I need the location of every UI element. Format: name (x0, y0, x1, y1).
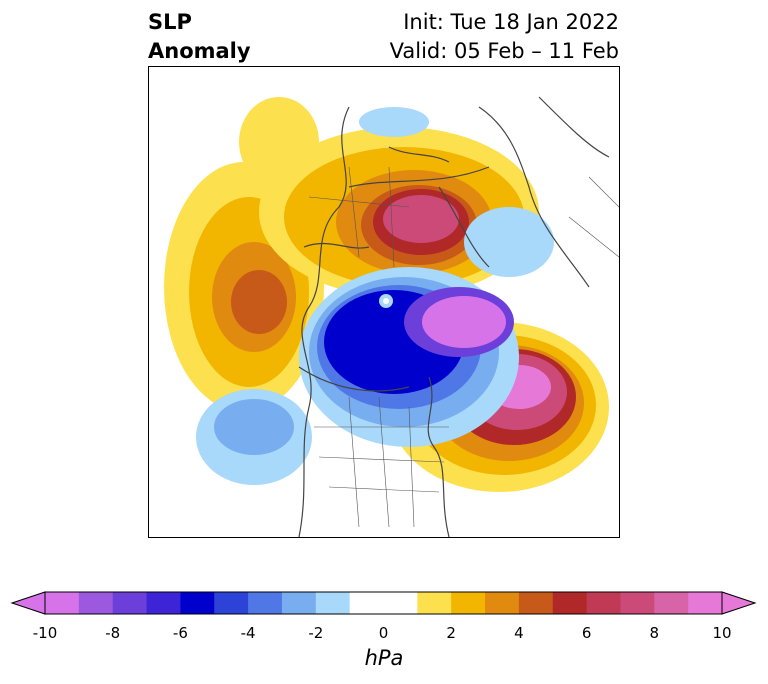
colorbar-cell (214, 592, 249, 614)
colorbar-cell (112, 592, 148, 614)
negative-anomaly-arctic (299, 207, 554, 447)
colorbar-tick-label: 4 (514, 624, 524, 642)
colorbar-cell (315, 592, 351, 614)
colorbar-tick-label: -2 (308, 624, 324, 642)
borders (308, 166, 619, 528)
colorbar-cell (586, 592, 621, 614)
valid-dates: Valid: 05 Feb – 11 Feb (389, 39, 619, 63)
colorbar-tick-label: -10 (32, 624, 58, 642)
colorbar (10, 591, 757, 615)
colorbar-cell (146, 592, 181, 614)
colorbar-cell (518, 592, 554, 614)
negative-anomaly-pacific (196, 107, 429, 485)
colorbar-cell (248, 592, 283, 614)
colorbar-cell (349, 592, 384, 614)
title-line-2: Anomaly (148, 39, 251, 63)
title-line-1: SLP (148, 10, 192, 34)
colorbar-tick-label: -6 (172, 624, 188, 642)
forecast-dates: Init: Tue 18 Jan 2022 Valid: 05 Feb – 11… (390, 8, 619, 66)
colorbar-outline (44, 591, 723, 615)
map-canvas (164, 96, 619, 537)
colorbar-cell (485, 592, 520, 614)
colorbar-tick-label: 6 (581, 624, 592, 642)
colorbar-cell (451, 592, 486, 614)
colorbar-cell (45, 592, 80, 614)
slp-anomaly-map (148, 66, 620, 538)
colorbar-tick-label: 10 (712, 624, 732, 642)
colorbar-cell (281, 592, 317, 614)
colorbar-tick-label: 0 (378, 624, 389, 642)
colorbar-tick-label: 2 (446, 624, 456, 642)
colorbar-cells (45, 592, 723, 614)
colorbar-cell (654, 592, 689, 614)
colorbar-cell (180, 592, 215, 614)
colorbar-tick-label: -8 (105, 624, 121, 642)
coastlines (298, 96, 610, 537)
colorbar-min-extend-arrow (10, 591, 46, 615)
colorbar-cell (688, 592, 723, 614)
colorbar-tick-label: 8 (649, 624, 660, 642)
colorbar-units: hPa (364, 646, 404, 670)
colorbar-tick-label: -4 (240, 624, 256, 642)
colorbar-cell (383, 592, 418, 614)
colorbar-max-extend-arrow (721, 591, 757, 615)
map-title: SLP Anomaly (148, 8, 251, 66)
colorbar-cell (78, 592, 114, 614)
colorbar-cell (620, 592, 655, 614)
colorbar-cell (552, 592, 588, 614)
colorbar-cell (417, 592, 452, 614)
init-date: Init: Tue 18 Jan 2022 (403, 10, 619, 34)
